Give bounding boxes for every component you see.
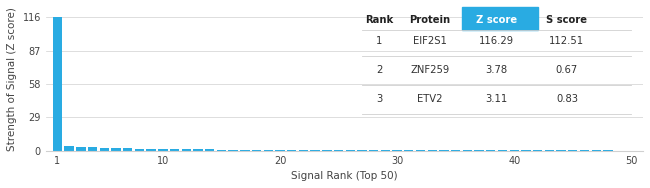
Bar bbox=[53, 17, 62, 151]
Text: Protein: Protein bbox=[410, 15, 450, 25]
Bar bbox=[311, 150, 320, 151]
Bar bbox=[64, 146, 74, 151]
Bar bbox=[393, 150, 402, 151]
Bar bbox=[358, 150, 367, 151]
Bar bbox=[381, 150, 390, 151]
Text: 3.11: 3.11 bbox=[486, 94, 508, 104]
Bar bbox=[135, 149, 144, 151]
X-axis label: Signal Rank (Top 50): Signal Rank (Top 50) bbox=[291, 171, 398, 181]
Bar bbox=[123, 148, 133, 151]
Bar bbox=[322, 150, 332, 151]
Text: ZNF259: ZNF259 bbox=[410, 65, 450, 75]
Bar bbox=[334, 150, 343, 151]
Bar bbox=[276, 150, 285, 151]
Text: 0.67: 0.67 bbox=[556, 65, 578, 75]
Bar bbox=[205, 149, 214, 151]
Bar bbox=[439, 150, 448, 151]
Text: 3.78: 3.78 bbox=[486, 65, 508, 75]
Text: 0.83: 0.83 bbox=[556, 94, 578, 104]
Bar bbox=[521, 150, 530, 151]
Bar bbox=[428, 150, 437, 151]
Bar bbox=[346, 150, 355, 151]
Text: S score: S score bbox=[547, 15, 588, 25]
Bar bbox=[369, 150, 378, 151]
Text: 3: 3 bbox=[376, 94, 383, 104]
Bar bbox=[88, 147, 97, 151]
Bar bbox=[228, 150, 238, 151]
Bar bbox=[404, 150, 413, 151]
Bar bbox=[556, 150, 566, 151]
Bar bbox=[416, 150, 425, 151]
Text: 112.51: 112.51 bbox=[549, 36, 584, 46]
Text: 2: 2 bbox=[376, 65, 383, 75]
Bar bbox=[252, 150, 261, 151]
Y-axis label: Strength of Signal (Z score): Strength of Signal (Z score) bbox=[7, 7, 17, 151]
Bar bbox=[76, 147, 86, 151]
Text: Z score: Z score bbox=[476, 15, 517, 25]
Bar bbox=[498, 150, 507, 151]
Text: EIF2S1: EIF2S1 bbox=[413, 36, 447, 46]
Bar bbox=[240, 150, 250, 151]
Bar bbox=[510, 150, 519, 151]
Bar bbox=[158, 149, 168, 151]
Bar bbox=[463, 150, 472, 151]
Text: ETV2: ETV2 bbox=[417, 94, 443, 104]
Bar bbox=[264, 150, 273, 151]
Bar bbox=[216, 149, 226, 151]
Bar bbox=[170, 149, 179, 151]
Bar bbox=[545, 150, 554, 151]
Bar bbox=[99, 148, 109, 151]
Text: 1: 1 bbox=[376, 36, 383, 46]
Bar bbox=[287, 150, 296, 151]
Text: 116.29: 116.29 bbox=[479, 36, 514, 46]
Bar bbox=[474, 150, 484, 151]
Bar bbox=[486, 150, 495, 151]
Bar bbox=[111, 148, 121, 151]
Bar bbox=[451, 150, 460, 151]
Bar bbox=[533, 150, 542, 151]
Bar bbox=[299, 150, 308, 151]
Bar bbox=[146, 149, 156, 151]
Bar bbox=[181, 149, 191, 151]
Bar bbox=[193, 149, 203, 151]
Text: Rank: Rank bbox=[365, 15, 394, 25]
